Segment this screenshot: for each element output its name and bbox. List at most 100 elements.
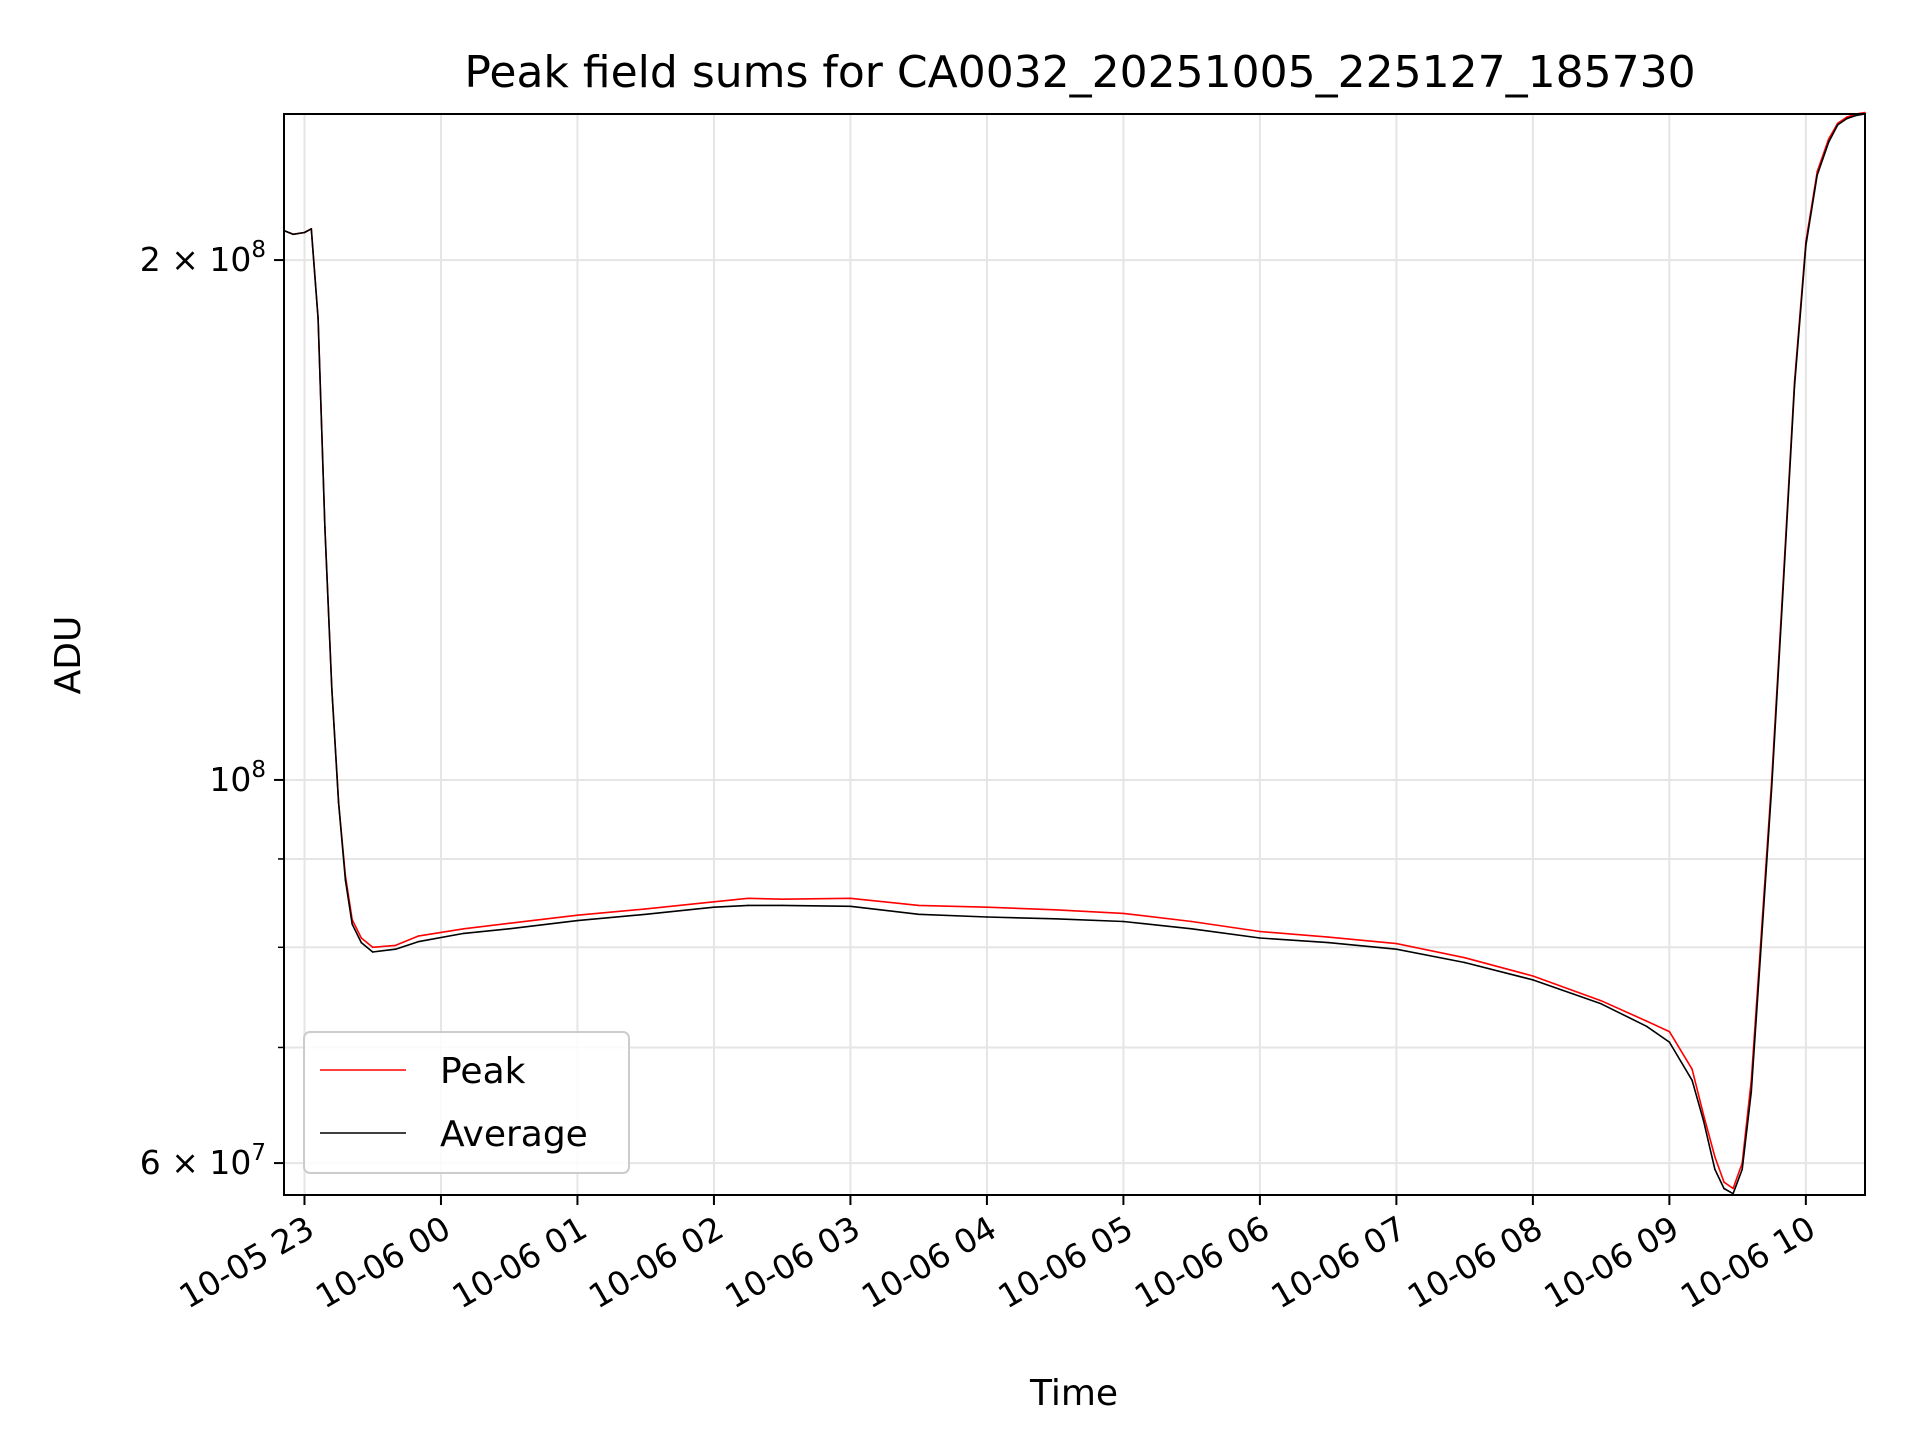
- y-tick-label: 6 × 107: [140, 1140, 266, 1182]
- data-point-average: [1395, 948, 1398, 950]
- data-point-average: [986, 916, 988, 918]
- data-point-average: [1793, 385, 1796, 388]
- data-point-average: [344, 879, 347, 881]
- data-point-peak: [394, 944, 397, 947]
- data-point-average: [1327, 941, 1329, 944]
- data-point-peak: [1732, 1187, 1734, 1190]
- data-point-average: [1782, 588, 1784, 590]
- data-point-peak: [371, 946, 374, 949]
- data-point-average: [1846, 117, 1848, 120]
- y-tick-exponent: 8: [251, 757, 266, 783]
- chart-title: Peak field sums for CA0032_20251005_2251…: [464, 47, 1695, 98]
- data-point-average: [1668, 1041, 1671, 1043]
- data-point-average: [310, 228, 313, 230]
- data-point-peak: [1668, 1030, 1671, 1033]
- data-point-average: [317, 317, 319, 320]
- data-point-peak: [986, 906, 988, 908]
- data-point-average: [1691, 1079, 1693, 1082]
- data-point-average: [781, 904, 783, 907]
- data-point-average: [1702, 1119, 1705, 1122]
- data-point-average: [1723, 1187, 1725, 1190]
- data-point-average: [576, 919, 579, 922]
- data-point-average: [351, 923, 354, 925]
- data-point-average: [331, 687, 333, 690]
- data-point-average: [1816, 174, 1818, 176]
- data-point-average: [1759, 955, 1762, 958]
- data-point-average: [1770, 786, 1773, 789]
- data-point-average: [713, 906, 715, 908]
- legend-label-peak: Peak: [440, 1051, 526, 1092]
- legend-label-average: Average: [440, 1114, 588, 1155]
- data-point-average: [1645, 1025, 1648, 1028]
- x-axis-label: Time: [1029, 1373, 1118, 1414]
- data-point-peak: [1714, 1156, 1716, 1158]
- data-point-peak: [417, 935, 420, 937]
- y-tick-mantissa: 6 × 10: [140, 1143, 252, 1182]
- y-tick-label: 2 × 108: [140, 237, 266, 279]
- y-tick-mantissa: 10: [209, 760, 251, 799]
- data-point-average: [1532, 979, 1534, 981]
- data-point-average: [1827, 141, 1830, 144]
- data-point-peak: [1054, 909, 1056, 911]
- data-point-average: [462, 932, 465, 935]
- data-point-peak: [576, 914, 579, 916]
- data-point-peak: [747, 897, 749, 900]
- y-axis-label: ADU: [48, 616, 89, 695]
- data-point-peak: [713, 901, 715, 903]
- legend: Peak Average: [303, 1031, 630, 1174]
- data-point-peak: [781, 898, 783, 900]
- data-point-average: [417, 940, 420, 943]
- data-point-peak: [1723, 1181, 1725, 1183]
- data-point-average: [1122, 920, 1125, 923]
- data-point-average: [337, 802, 340, 804]
- data-point-average: [1190, 928, 1193, 930]
- y-tick-exponent: 8: [251, 237, 266, 263]
- data-point-average: [917, 913, 920, 916]
- data-point-average: [371, 951, 374, 953]
- data-point-average: [303, 231, 306, 234]
- data-point-peak: [1846, 116, 1848, 118]
- data-point-peak: [1327, 936, 1329, 938]
- data-point-average: [747, 904, 749, 907]
- data-point-peak: [917, 904, 920, 907]
- data-point-peak: [1259, 930, 1261, 933]
- data-point-average: [1600, 1003, 1602, 1005]
- plot-frame: [283, 113, 1866, 1196]
- data-point-peak: [1691, 1068, 1693, 1070]
- data-point-average: [324, 526, 326, 529]
- data-point-peak: [508, 922, 511, 925]
- data-point-average: [644, 913, 647, 916]
- data-point-peak: [849, 897, 852, 900]
- data-point-peak: [1532, 975, 1534, 977]
- data-point-peak: [462, 928, 465, 930]
- data-point-average: [849, 905, 852, 908]
- data-point-average: [1463, 961, 1466, 964]
- data-point-peak: [1827, 138, 1830, 140]
- y-tick-mantissa: 2 × 10: [140, 240, 252, 279]
- data-point-peak: [1395, 942, 1398, 945]
- data-point-peak: [1702, 1113, 1705, 1116]
- data-point-average: [292, 233, 294, 236]
- data-point-peak: [360, 937, 363, 939]
- data-point-peak: [1122, 912, 1125, 915]
- data-point-peak: [1463, 956, 1466, 959]
- data-point-peak: [1600, 999, 1602, 1002]
- data-point-average: [1714, 1168, 1716, 1171]
- data-point-average: [360, 941, 363, 944]
- data-point-average: [394, 948, 397, 950]
- data-point-average: [1259, 937, 1261, 939]
- data-point-average: [1836, 124, 1839, 126]
- legend-box: [303, 1031, 630, 1174]
- data-point-average: [508, 928, 511, 930]
- data-point-average: [1805, 244, 1807, 246]
- data-point-peak: [1864, 111, 1866, 114]
- data-point-average: [1741, 1168, 1743, 1171]
- data-point-peak: [1190, 920, 1193, 923]
- y-tick-exponent: 7: [251, 1140, 266, 1166]
- data-point-average: [1855, 114, 1857, 117]
- y-tick-label: 108: [209, 757, 266, 799]
- data-point-peak: [644, 908, 647, 910]
